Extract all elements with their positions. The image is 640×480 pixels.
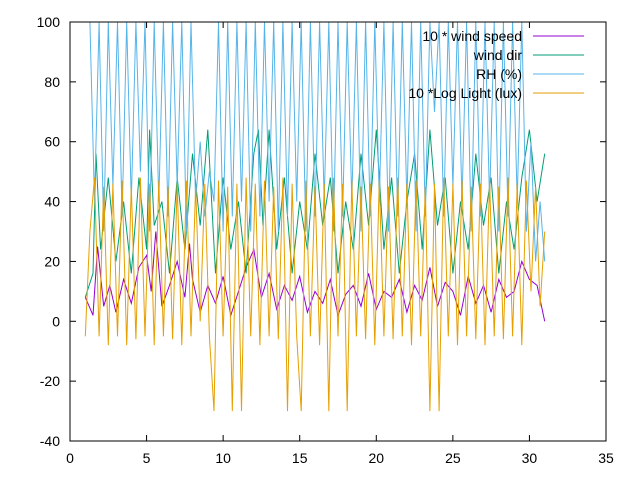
series-line-3	[84, 177, 546, 412]
x-tick-label: 20	[368, 450, 384, 466]
x-tick-label: 25	[445, 450, 461, 466]
y-tick-label: 40	[44, 194, 60, 210]
x-tick-label: 30	[522, 450, 538, 466]
y-tick-label: -20	[40, 373, 60, 389]
y-tick-label: -40	[40, 433, 60, 449]
x-tick-label: 5	[143, 450, 151, 466]
y-tick-label: 80	[44, 74, 60, 90]
plot-frame	[69, 21, 607, 442]
axes: 0 5 10 15 20 25 30 35 -40 -20 0 20 40 60 80 100	[37, 14, 614, 466]
series-line-0	[84, 231, 546, 322]
series-line-1	[84, 129, 546, 298]
x-tick-label: 15	[292, 450, 308, 466]
legend-label: RH (%)	[476, 66, 522, 82]
x-tick-label: 35	[598, 450, 614, 466]
legend-label: 10 *Log Light (lux)	[408, 85, 522, 101]
y-tick-label: 100	[37, 14, 61, 30]
plot-series	[84, 21, 546, 412]
y-tick-label: 20	[44, 253, 60, 269]
legend: 10 * wind speed wind dir RH (%) 10 *Log Lig…	[408, 28, 584, 101]
legend-label: wind dir	[473, 47, 523, 63]
series-line-2	[85, 21, 546, 262]
y-tick-label: 60	[44, 134, 60, 150]
legend-label: 10 * wind speed	[422, 28, 522, 44]
x-tick-label: 10	[215, 450, 231, 466]
x-tick-label: 0	[66, 450, 74, 466]
y-tick-label: 0	[52, 313, 60, 329]
